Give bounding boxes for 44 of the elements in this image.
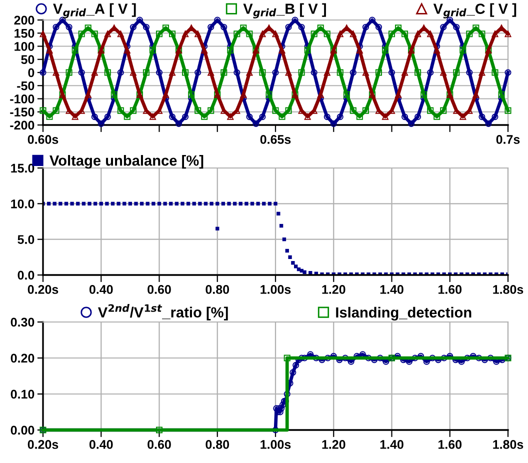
x-tick-label: 0.60 <box>148 440 171 449</box>
x-tick-label: 1.60 <box>438 285 462 294</box>
legend-label: V$_{grid}$_A [ V ] <box>53 3 136 18</box>
x-tick-label: 0.20s <box>28 285 58 294</box>
x-tick-label: 0.40 <box>89 285 113 294</box>
y-tick-label: -150 <box>10 108 34 117</box>
x-tick-label: 0.60 <box>148 285 171 294</box>
y-tick-label: -200 <box>10 120 34 130</box>
y-tick-label: 50 <box>21 55 34 64</box>
y-tick-label: 200 <box>14 16 34 25</box>
x-tick-label: 1.20 <box>322 285 346 294</box>
y-tick-label: 100 <box>14 42 34 51</box>
y-tick-label: 0.10 <box>10 390 34 399</box>
x-tick-label: 0.80 <box>206 285 230 294</box>
x-tick-label: 0.60s <box>28 135 58 144</box>
x-tick-label: 1.40 <box>380 440 404 449</box>
x-tick-label: 1.20 <box>322 440 346 449</box>
y-tick-label: 0.30 <box>10 318 34 327</box>
legend-label: Voltage unbalance [%] <box>50 155 204 169</box>
legend-label: Islanding_detection <box>336 306 472 321</box>
x-tick-label: 0.65s <box>260 135 291 144</box>
x-tick-label: 1.00s <box>260 285 291 294</box>
x-tick-label: 0.40 <box>89 440 113 449</box>
x-tick-label: 1.40 <box>380 285 404 294</box>
y-tick-label: 0.20 <box>10 354 34 363</box>
y-tick-label: 150 <box>14 28 34 38</box>
x-tick-label: 1.60 <box>438 440 462 449</box>
y-tick-label: -50 <box>17 81 34 90</box>
legend-label: V$_{grid}$_B [ V ] <box>243 3 326 18</box>
legend-label: V$^{2nd}$/V$^{1st}$_ratio [%] <box>98 304 228 320</box>
x-tick-label: 0.20s <box>28 440 58 449</box>
y-tick-label: 0 <box>28 68 34 78</box>
y-tick-label: 0.00 <box>10 426 34 435</box>
legend-label: V$_{grid}$_C [ V ] <box>433 3 516 18</box>
y-tick-label: 0.0 <box>18 270 34 280</box>
x-tick-label: 1.80s <box>493 285 524 294</box>
y-tick-label: 5.0 <box>18 235 34 244</box>
y-tick-label: -100 <box>10 94 34 104</box>
y-tick-label: 15.0 <box>11 164 34 173</box>
x-tick-label: 0.7s <box>496 135 520 144</box>
x-tick-label: 1.80s <box>493 440 524 449</box>
x-tick-label: 0.80 <box>206 440 230 449</box>
x-tick-label: 1.00s <box>260 440 291 449</box>
y-tick-label: 10.0 <box>11 199 34 208</box>
